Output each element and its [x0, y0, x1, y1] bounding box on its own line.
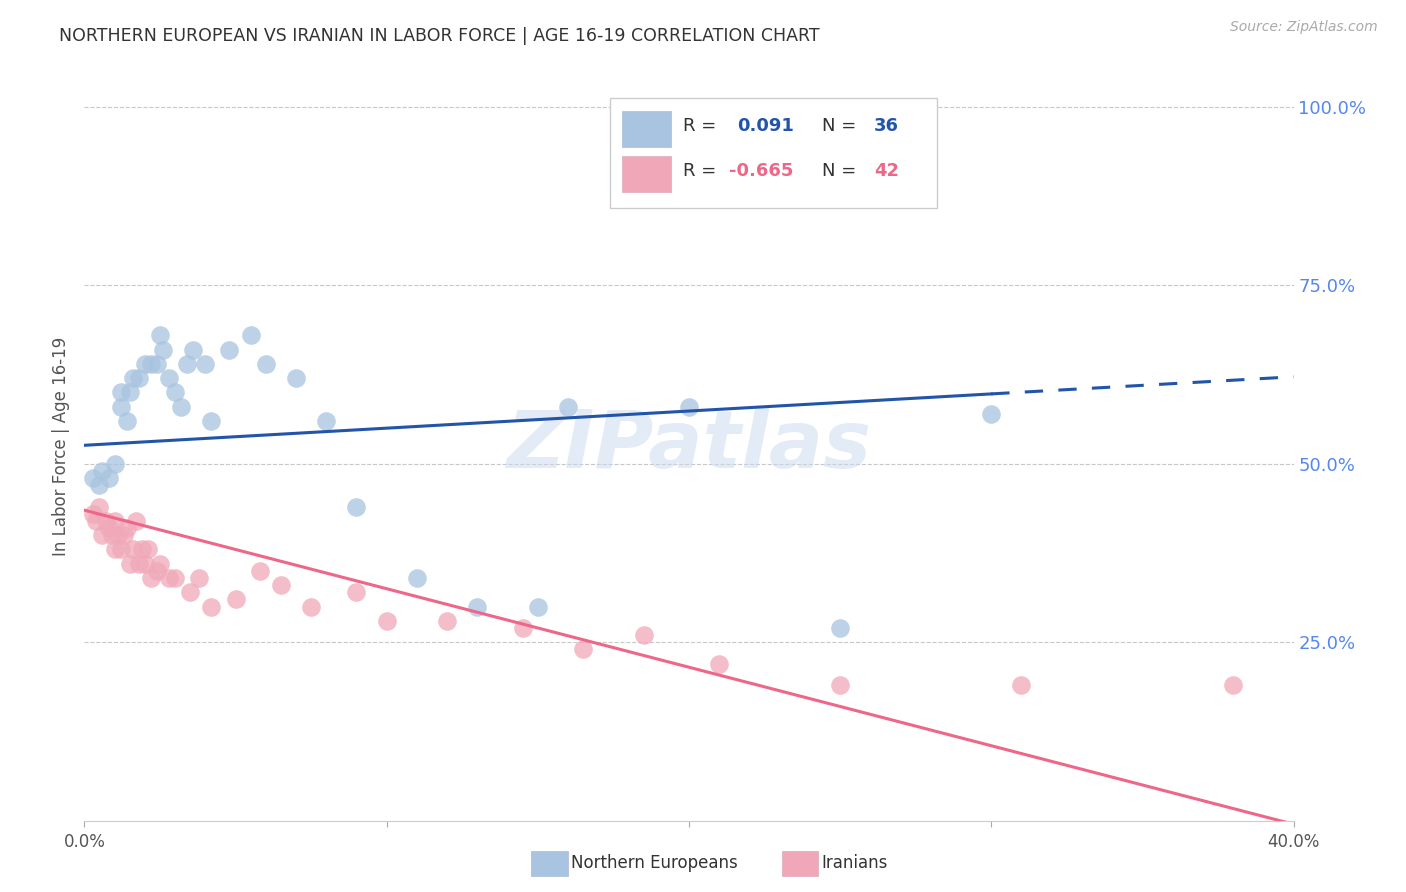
- FancyBboxPatch shape: [610, 97, 936, 209]
- Point: [406, 571, 429, 585]
- Point: [678, 400, 700, 414]
- Point: [139, 357, 162, 371]
- Point: [179, 585, 201, 599]
- Point: [149, 557, 172, 571]
- Point: [194, 357, 217, 371]
- Point: [146, 564, 169, 578]
- Point: [239, 328, 262, 343]
- Point: [110, 400, 132, 414]
- Point: [527, 599, 550, 614]
- Text: Source: ZipAtlas.com: Source: ZipAtlas.com: [1230, 20, 1378, 34]
- Point: [146, 357, 169, 371]
- Point: [94, 514, 117, 528]
- Point: [170, 400, 193, 414]
- Point: [149, 328, 172, 343]
- Point: [709, 657, 731, 671]
- Text: 36: 36: [875, 117, 898, 135]
- Point: [270, 578, 292, 592]
- Point: [375, 614, 398, 628]
- Point: [152, 343, 174, 357]
- Point: [110, 385, 132, 400]
- Point: [830, 621, 852, 635]
- Point: [91, 528, 114, 542]
- Point: [121, 371, 143, 385]
- Point: [572, 642, 595, 657]
- Point: [139, 571, 162, 585]
- Point: [557, 400, 579, 414]
- Point: [97, 521, 120, 535]
- Point: [97, 471, 120, 485]
- Point: [512, 621, 534, 635]
- Point: [157, 571, 180, 585]
- Point: [131, 542, 153, 557]
- Point: [299, 599, 322, 614]
- Point: [91, 464, 114, 478]
- Point: [436, 614, 458, 628]
- Text: 42: 42: [875, 162, 898, 180]
- Point: [225, 592, 247, 607]
- Point: [128, 557, 150, 571]
- Point: [89, 478, 111, 492]
- Point: [82, 507, 104, 521]
- Point: [633, 628, 655, 642]
- Text: ZIPatlas: ZIPatlas: [506, 407, 872, 485]
- Point: [82, 471, 104, 485]
- Point: [115, 414, 138, 428]
- Point: [830, 678, 852, 692]
- Point: [980, 407, 1002, 421]
- Point: [188, 571, 211, 585]
- Point: [125, 514, 148, 528]
- Text: N =: N =: [823, 162, 856, 180]
- Point: [285, 371, 308, 385]
- Point: [346, 585, 368, 599]
- Point: [104, 457, 127, 471]
- Point: [115, 521, 138, 535]
- Point: [157, 371, 180, 385]
- Point: [181, 343, 204, 357]
- Point: [104, 514, 127, 528]
- Point: [200, 414, 222, 428]
- Y-axis label: In Labor Force | Age 16-19: In Labor Force | Age 16-19: [52, 336, 70, 556]
- Point: [118, 385, 141, 400]
- Text: N =: N =: [823, 117, 856, 135]
- Point: [86, 514, 108, 528]
- Text: NORTHERN EUROPEAN VS IRANIAN IN LABOR FORCE | AGE 16-19 CORRELATION CHART: NORTHERN EUROPEAN VS IRANIAN IN LABOR FO…: [59, 27, 820, 45]
- Point: [1222, 678, 1244, 692]
- Point: [315, 414, 337, 428]
- Point: [104, 542, 127, 557]
- Text: Iranians: Iranians: [821, 855, 887, 872]
- FancyBboxPatch shape: [623, 156, 671, 192]
- FancyBboxPatch shape: [623, 111, 671, 147]
- Point: [200, 599, 222, 614]
- Point: [218, 343, 240, 357]
- Point: [89, 500, 111, 514]
- Point: [121, 542, 143, 557]
- Text: 0.091: 0.091: [737, 117, 794, 135]
- Text: Northern Europeans: Northern Europeans: [571, 855, 738, 872]
- Text: R =: R =: [683, 162, 716, 180]
- Point: [107, 528, 129, 542]
- Text: -0.665: -0.665: [728, 162, 793, 180]
- Point: [467, 599, 489, 614]
- Point: [128, 371, 150, 385]
- Point: [134, 357, 156, 371]
- Text: R =: R =: [683, 117, 716, 135]
- Point: [165, 571, 187, 585]
- Point: [1011, 678, 1033, 692]
- Point: [100, 528, 122, 542]
- Point: [136, 542, 159, 557]
- Point: [134, 557, 156, 571]
- Point: [249, 564, 271, 578]
- Point: [118, 557, 141, 571]
- Point: [112, 528, 135, 542]
- Point: [176, 357, 198, 371]
- Point: [165, 385, 187, 400]
- Point: [346, 500, 368, 514]
- Point: [254, 357, 277, 371]
- Point: [110, 542, 132, 557]
